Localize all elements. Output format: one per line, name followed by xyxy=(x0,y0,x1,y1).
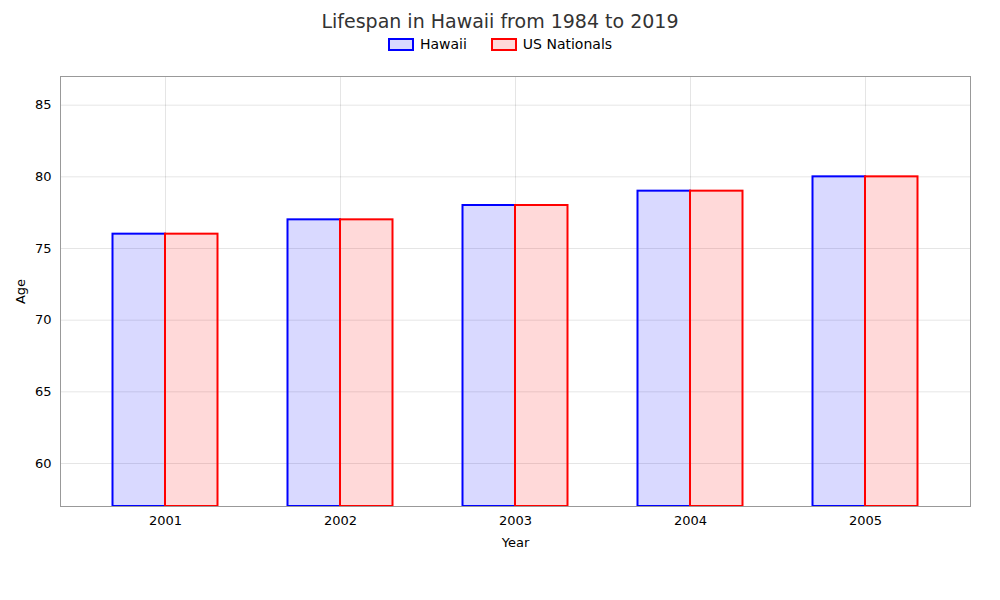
svg-text:2003: 2003 xyxy=(499,513,532,528)
svg-text:85: 85 xyxy=(35,97,52,112)
svg-text:Year: Year xyxy=(501,535,530,550)
svg-text:80: 80 xyxy=(35,169,52,184)
svg-text:2001: 2001 xyxy=(149,513,182,528)
svg-text:75: 75 xyxy=(35,241,52,256)
svg-text:2002: 2002 xyxy=(324,513,357,528)
svg-text:60: 60 xyxy=(35,456,52,471)
html-text:US Nationals: US Nationals xyxy=(522,36,613,52)
svg-text:65: 65 xyxy=(35,384,52,399)
svg-text:2005: 2005 xyxy=(849,513,882,528)
svg-text:Age: Age xyxy=(13,279,28,304)
svg-text:2004: 2004 xyxy=(674,513,707,528)
html-text:Lifespan in Hawaii from 1984 t: Lifespan in Hawaii from 1984 to 2019 xyxy=(321,10,679,32)
html-text:Hawaii: Hawaii xyxy=(419,36,467,52)
svg-text:70: 70 xyxy=(35,312,52,327)
